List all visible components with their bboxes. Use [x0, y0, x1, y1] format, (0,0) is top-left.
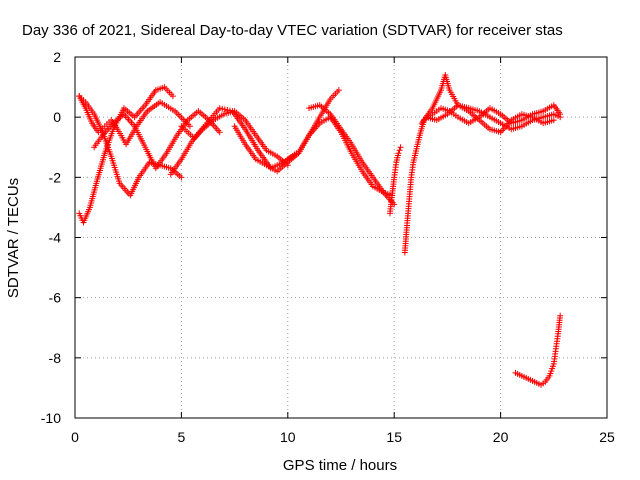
data-point	[396, 147, 403, 154]
y-tick-label: -10	[41, 410, 61, 426]
data-point	[186, 123, 193, 130]
data-point	[395, 150, 402, 157]
y-tick-label: 0	[53, 109, 61, 125]
y-tick-label: -8	[49, 350, 62, 366]
data-point	[557, 312, 564, 319]
y-tick-label: -2	[49, 169, 62, 185]
chart-title: Day 336 of 2021, Sidereal Day-to-day VTE…	[22, 22, 563, 39]
data-point	[216, 129, 223, 136]
x-tick-label: 20	[493, 429, 509, 445]
data-point	[335, 87, 342, 94]
y-tick-label: -4	[49, 230, 62, 246]
x-tick-label: 10	[280, 429, 296, 445]
data-point	[169, 93, 176, 100]
data-points	[76, 72, 564, 388]
y-tick-label: -6	[49, 290, 62, 306]
data-point	[226, 107, 233, 114]
y-tick-label: 2	[53, 49, 61, 65]
x-axis-label: GPS time / hours	[283, 457, 397, 474]
x-tick-label: 15	[386, 429, 402, 445]
data-point	[216, 105, 223, 112]
data-point	[397, 144, 404, 151]
y-axis-label: SDTVAR / TECUs	[5, 178, 22, 298]
x-tick-label: 5	[178, 429, 186, 445]
grid	[75, 57, 607, 418]
data-point	[221, 106, 228, 113]
data-point	[224, 106, 231, 113]
data-point	[219, 105, 226, 112]
x-tick-label: 0	[71, 429, 79, 445]
plot-frame	[74, 56, 608, 419]
x-tick-label: 25	[599, 429, 615, 445]
data-point	[557, 114, 564, 121]
data-point	[178, 174, 185, 181]
data-point	[550, 117, 557, 124]
